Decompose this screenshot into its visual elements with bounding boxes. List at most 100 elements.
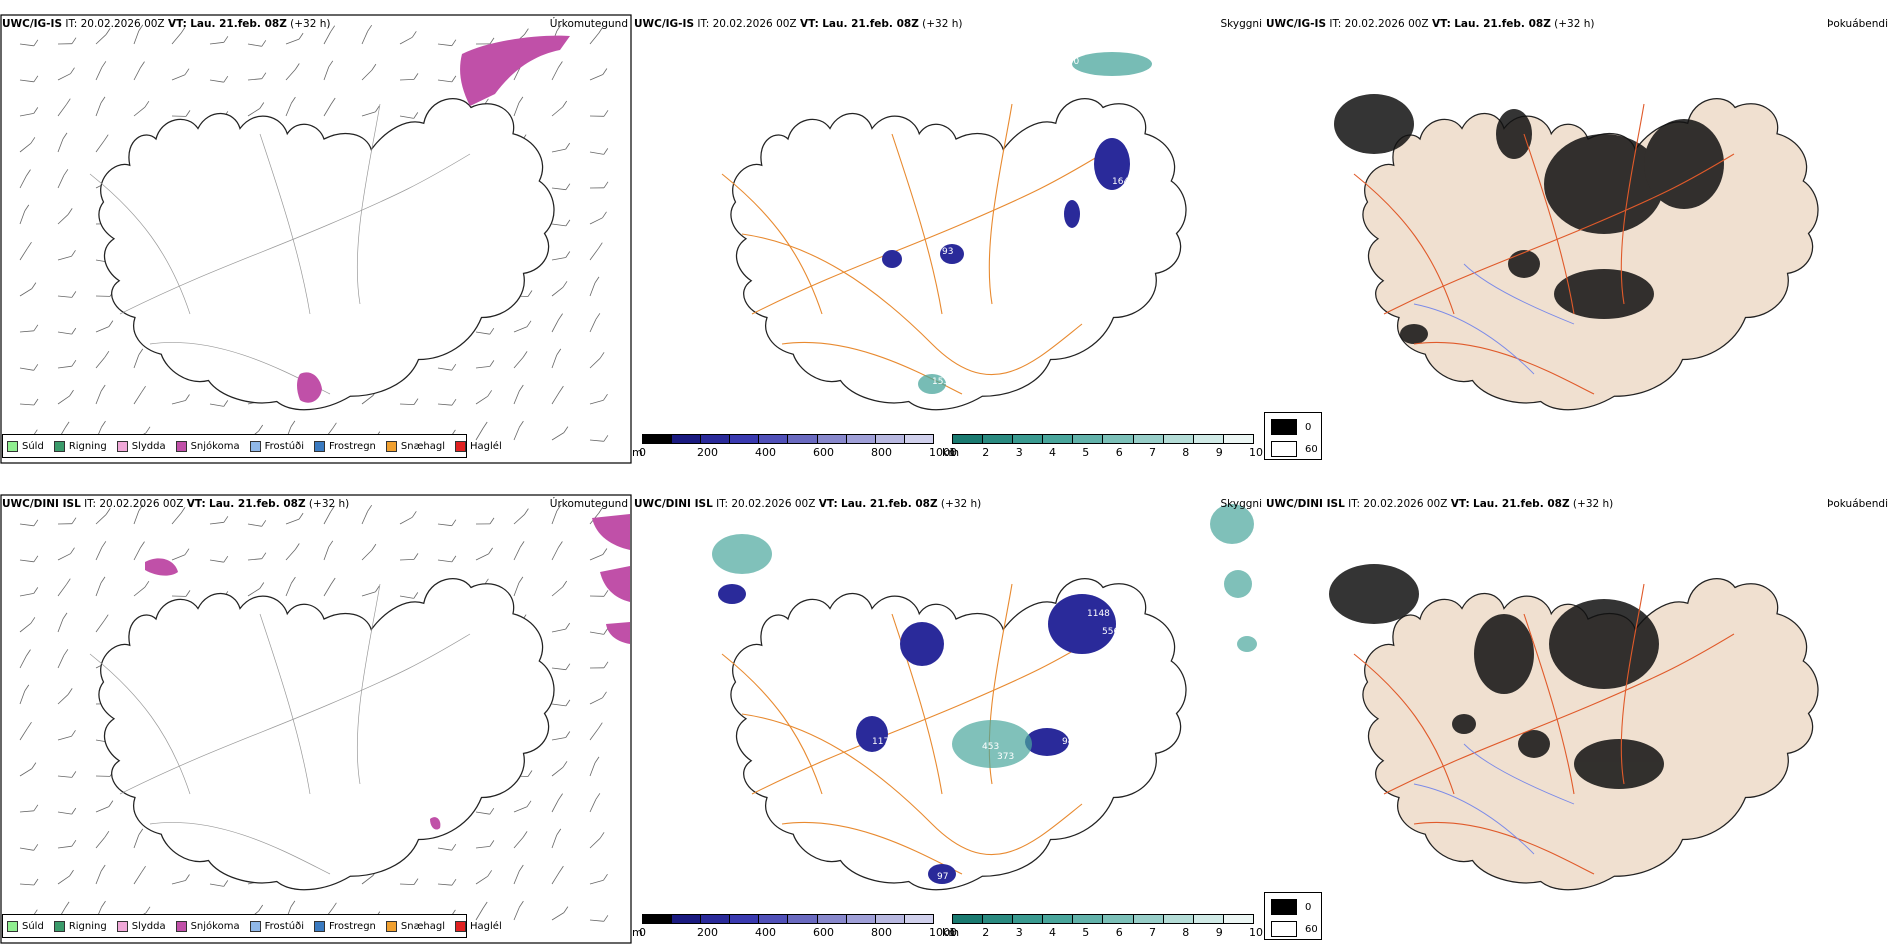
- wind-barb-tick: [30, 617, 36, 624]
- fog-legend-item: 60: [1271, 921, 1318, 937]
- wind-barb-tick: [332, 902, 337, 910]
- wind-barb-tick: [108, 320, 114, 327]
- wind-barb-tick: [558, 313, 563, 320]
- legend-item: Haglél: [455, 920, 502, 932]
- colorbar-cell: [846, 915, 876, 923]
- wind-barb-tick: [518, 384, 524, 392]
- snow-area-e2: [600, 566, 630, 602]
- cloud-base-labels: 883 900 1033 1647 93 153: [932, 57, 1135, 387]
- wind-barb-tick: [223, 75, 229, 83]
- wind-barb-tick: [291, 96, 296, 104]
- wind-barb-tick: [298, 32, 304, 40]
- wind-barb: [209, 883, 224, 887]
- wind-barb-tick: [603, 393, 608, 401]
- visibility-colorbar-1: km 1 2 3 4 5 6 7 8 9 10: [942, 434, 1264, 464]
- wind-barb: [475, 331, 490, 335]
- wind-barb-tick: [565, 699, 571, 707]
- cloud-base-label: 117: [872, 737, 889, 747]
- wind-barb: [475, 366, 490, 369]
- precip-legend-1: Súld Rigning Slydda Snjókoma Frostúði Frostre…: [2, 434, 502, 458]
- wind-barb-tick: [33, 587, 39, 594]
- wind-barb-tick: [489, 327, 495, 335]
- wind-barb: [589, 554, 604, 561]
- wind-barb-tick: [291, 576, 296, 584]
- cloud-base-label: 44: [1067, 662, 1079, 672]
- wind-barb: [19, 288, 33, 297]
- wind-barb-tick: [294, 543, 300, 550]
- wind-barb-tick: [603, 435, 609, 442]
- wind-barb: [19, 559, 34, 563]
- fog-legend-1: 0 60: [1264, 412, 1322, 460]
- wind-barb-tick: [371, 63, 377, 71]
- legend-label: Slydda: [131, 440, 166, 452]
- wind-barb-tick: [24, 684, 30, 692]
- legend-label: Slydda: [131, 920, 166, 932]
- wind-barb-tick: [100, 576, 106, 584]
- colorbar-unit: km: [942, 446, 960, 459]
- wind-barb: [171, 74, 186, 81]
- colorbar-cell: [1103, 435, 1134, 443]
- panel-title: UWC/DINI ISL IT: 20.02.2026 00Z VT: Lau.…: [2, 498, 350, 510]
- wind-barb-tick: [413, 878, 419, 885]
- wind-barb-tick: [138, 504, 144, 512]
- wind-barb-tick: [27, 241, 32, 249]
- wind-barb-tick: [71, 839, 77, 847]
- colorbar-tick: 3: [1015, 926, 1023, 939]
- wind-barb: [285, 582, 292, 597]
- legend-label: Frostúði: [264, 920, 304, 932]
- legend-swatch: [175, 440, 187, 452]
- colorbar-tick: 800: [871, 446, 892, 459]
- wind-barb: [589, 248, 599, 261]
- wind-barb-tick: [451, 39, 457, 46]
- colorbar-tick: 1000: [929, 446, 957, 459]
- wind-barb: [437, 847, 452, 851]
- wind-barb-tick: [562, 761, 568, 768]
- wind-barb-tick: [101, 900, 106, 908]
- wind-barb: [399, 115, 414, 119]
- wind-barb: [19, 247, 28, 261]
- wind-barb: [589, 151, 604, 155]
- wind-barb-tick: [526, 320, 532, 328]
- wind-barb: [551, 912, 565, 921]
- wind-barb-tick: [603, 661, 609, 669]
- wind-barb: [285, 102, 292, 117]
- wind-barb: [133, 871, 142, 885]
- wind-barb-tick: [64, 421, 70, 429]
- legend-item: Súld: [7, 920, 44, 932]
- wind-barb: [551, 148, 566, 153]
- legend-label: Snæhagl: [400, 920, 446, 932]
- wind-barb-tick: [602, 68, 608, 75]
- cloud-base-label: 453: [982, 742, 999, 752]
- colorbar-tick: 10: [1249, 446, 1263, 459]
- colorbar-cell: [1223, 435, 1253, 443]
- wind-barb-tick: [599, 832, 605, 839]
- wind-barb: [551, 586, 563, 597]
- wind-barb: [437, 523, 452, 527]
- colorbar-cell: [817, 915, 847, 923]
- wind-barb-tick: [413, 553, 419, 560]
- legend-swatch: [116, 440, 128, 452]
- legend-label: Rigning: [68, 920, 107, 932]
- wind-barb-tick: [33, 804, 39, 812]
- colorbar-tick: 3: [1015, 446, 1023, 459]
- wind-barb-tick: [69, 389, 74, 397]
- fog-legend-item: 60: [1271, 441, 1318, 457]
- wind-barb-tick: [141, 865, 146, 873]
- wind-barb-tick: [64, 901, 70, 909]
- wind-barb: [551, 354, 558, 369]
- legend-swatch: [455, 440, 467, 452]
- wind-barb: [19, 883, 35, 886]
- wind-barb: [95, 620, 105, 633]
- wind-barb: [437, 403, 453, 406]
- low-cloud-areas: [718, 584, 1116, 884]
- colorbar-cell: [643, 435, 673, 443]
- wind-barb: [171, 400, 186, 405]
- colorbar-tick: 10: [1249, 926, 1263, 939]
- legend-item: Snæhagl: [385, 440, 445, 452]
- wind-barb-tick: [100, 384, 106, 392]
- wind-barb-tick: [71, 771, 77, 778]
- colorbar-cell: [1073, 915, 1104, 923]
- visibility-colorbar-2: km 1 2 3 4 5 6 7 8 9 10: [942, 914, 1264, 944]
- wind-barb-tick: [603, 915, 609, 922]
- legend-swatch: [249, 440, 261, 452]
